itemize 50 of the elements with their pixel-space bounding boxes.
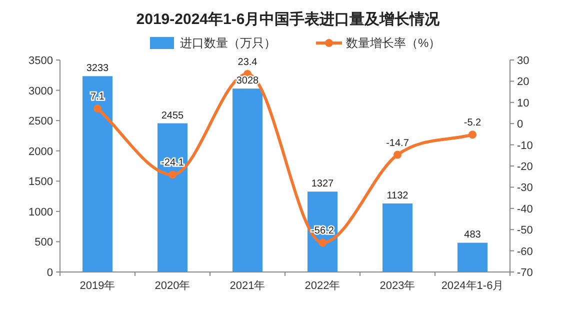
data-label: 23.4 — [238, 57, 258, 68]
y2-tick-label: -40 — [517, 203, 533, 216]
y-tick-label: 3000 — [28, 85, 53, 98]
bar — [82, 76, 112, 272]
y2-tick-label: -10 — [517, 140, 533, 152]
y-tick-label: 0 — [46, 267, 53, 279]
y2-tick-label: 30 — [517, 55, 530, 67]
x-tick-label: 2022年 — [304, 280, 340, 292]
data-label: -14.7 — [386, 138, 409, 149]
chart-title: 2019-2024年1-6月中国手表进口量及增长情况 — [136, 11, 441, 28]
x-tick-label: 2021年 — [230, 280, 266, 292]
y-tick-label: 2500 — [28, 116, 53, 128]
y2-tick-label: 20 — [517, 76, 530, 88]
y2-tick-label: -50 — [517, 224, 533, 237]
data-label: -5.2 — [464, 118, 482, 129]
y-tick-label: 2000 — [28, 146, 53, 158]
point — [168, 170, 176, 179]
y2-tick-label: -20 — [517, 161, 533, 173]
x-tick-label: 2023年 — [380, 280, 416, 292]
bar — [308, 192, 338, 272]
data-label: -56.2 — [311, 226, 334, 237]
data-label: 2455 — [161, 110, 184, 122]
y-tick-label: 3500 — [28, 55, 53, 67]
data-label: 483 — [464, 230, 481, 241]
data-label: 7.1 — [90, 92, 104, 103]
legend-label: 数量增长率（%） — [346, 36, 441, 50]
point — [318, 238, 326, 247]
x-tick-label: 2020年 — [154, 280, 190, 292]
bar — [158, 123, 188, 272]
x-tick-label: 2019年 — [80, 280, 116, 292]
legend-label: 进口数量（万只） — [180, 36, 276, 50]
y-tick-label: 500 — [34, 236, 53, 249]
y2-tick-label: 0 — [517, 118, 524, 131]
bar — [458, 242, 488, 272]
y-tick-label: 1000 — [28, 206, 53, 218]
point — [394, 150, 402, 159]
point — [468, 130, 476, 139]
data-label: 1327 — [311, 178, 334, 190]
data-label: -24.1 — [161, 158, 184, 169]
x-tick-label: 2024年1-6月 — [441, 280, 504, 292]
y2-tick-label: -30 — [517, 182, 533, 194]
data-label: 1132 — [386, 190, 408, 202]
y2-tick-label: -70 — [517, 267, 533, 279]
y2-tick-label: -60 — [517, 246, 533, 258]
y2-tick-label: 10 — [517, 97, 530, 110]
bar — [232, 88, 262, 272]
data-label: 3233 — [86, 63, 109, 74]
y-tick-label: 1500 — [28, 176, 53, 188]
bar — [382, 203, 412, 272]
point — [94, 104, 102, 113]
